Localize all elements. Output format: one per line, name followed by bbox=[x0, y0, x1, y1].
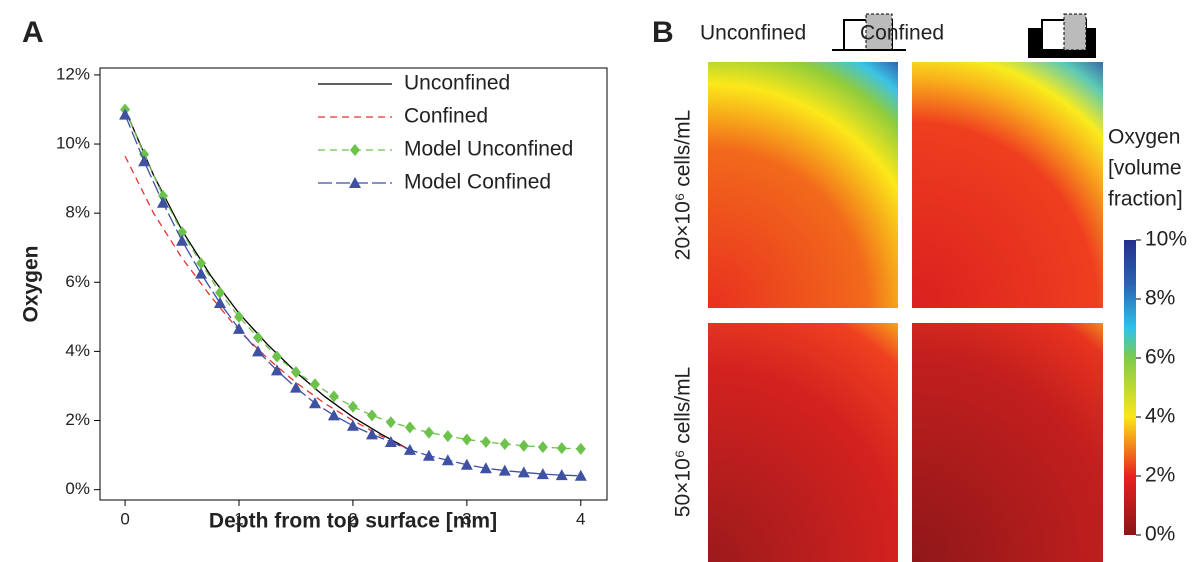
marker bbox=[441, 454, 454, 466]
series-line bbox=[124, 155, 411, 451]
x-tick-label: 1 bbox=[234, 509, 243, 528]
column-label: Unconfined bbox=[700, 22, 806, 45]
column-label: Confined bbox=[860, 22, 944, 45]
y-tick-label: 10% bbox=[56, 134, 90, 153]
marker bbox=[119, 108, 132, 120]
marker bbox=[460, 458, 473, 470]
y-tick-label: 6% bbox=[65, 272, 90, 291]
legend-label: Model Unconfined bbox=[404, 138, 573, 161]
colorbar-tick-label: 8% bbox=[1145, 287, 1175, 310]
heatmap-cell bbox=[708, 323, 898, 562]
row-label: 20×10⁶ cells/mL bbox=[672, 110, 695, 260]
legend-label: Model Confined bbox=[404, 171, 551, 194]
marker bbox=[233, 310, 244, 323]
marker bbox=[498, 464, 511, 476]
colorbar-title: fraction] bbox=[1108, 188, 1183, 211]
marker bbox=[442, 430, 453, 443]
marker bbox=[138, 155, 151, 167]
marker bbox=[555, 469, 568, 481]
marker bbox=[214, 286, 225, 299]
marker bbox=[536, 468, 549, 480]
x-tick-label: 3 bbox=[462, 509, 471, 528]
marker bbox=[499, 438, 510, 451]
colorbar-title: [volume bbox=[1108, 157, 1182, 180]
y-tick-label: 4% bbox=[65, 341, 90, 360]
marker bbox=[196, 257, 207, 270]
y-tick-label: 2% bbox=[65, 410, 90, 429]
marker bbox=[176, 234, 189, 246]
marker bbox=[404, 421, 415, 434]
colorbar-tick-label: 10% bbox=[1145, 228, 1187, 251]
marker bbox=[537, 441, 548, 454]
colorbar-title: Oxygen bbox=[1108, 126, 1180, 149]
icon-unconfined bbox=[832, 13, 906, 51]
x-tick-label: 0 bbox=[120, 509, 129, 528]
marker bbox=[385, 416, 396, 429]
marker bbox=[480, 435, 491, 448]
colorbar-tick-label: 0% bbox=[1145, 523, 1175, 546]
marker bbox=[366, 409, 377, 422]
marker bbox=[365, 428, 378, 440]
marker bbox=[328, 390, 339, 403]
legend-label: Confined bbox=[404, 105, 488, 128]
panel-label: A bbox=[22, 16, 44, 49]
panel-label: B bbox=[652, 16, 674, 49]
y-axis-label: Oxygen bbox=[20, 245, 43, 322]
marker bbox=[575, 442, 586, 455]
marker bbox=[574, 469, 587, 481]
colorbar-tick-label: 6% bbox=[1145, 346, 1175, 369]
marker bbox=[157, 196, 170, 208]
marker bbox=[349, 177, 361, 188]
colorbar bbox=[1124, 240, 1136, 535]
marker bbox=[461, 433, 472, 446]
marker bbox=[518, 439, 529, 452]
x-tick-label: 2 bbox=[348, 509, 357, 528]
marker bbox=[517, 466, 530, 478]
marker bbox=[139, 148, 150, 161]
plot-frame bbox=[99, 67, 608, 501]
marker bbox=[290, 366, 301, 379]
row-label: 50×10⁶ cells/mL bbox=[672, 367, 695, 517]
icon-confined bbox=[1028, 13, 1096, 58]
marker bbox=[308, 397, 321, 409]
marker bbox=[158, 189, 169, 202]
marker bbox=[556, 442, 567, 455]
y-tick-label: 12% bbox=[56, 64, 90, 83]
marker bbox=[422, 449, 435, 461]
heatmap-cell bbox=[912, 62, 1103, 308]
marker bbox=[252, 345, 265, 357]
colorbar-tick-label: 4% bbox=[1145, 405, 1175, 428]
marker bbox=[270, 364, 283, 376]
y-tick-label: 8% bbox=[65, 203, 90, 222]
marker bbox=[479, 462, 492, 474]
marker bbox=[195, 267, 208, 279]
heatmap-cell bbox=[912, 323, 1103, 562]
marker bbox=[213, 297, 226, 309]
marker bbox=[271, 350, 282, 363]
series-line bbox=[124, 109, 411, 451]
marker bbox=[232, 322, 245, 334]
marker bbox=[289, 381, 302, 393]
x-tick-label: 4 bbox=[576, 509, 585, 528]
x-axis-label: Depth from top surface [mm] bbox=[209, 510, 497, 533]
marker bbox=[346, 419, 359, 431]
colorbar-tick-label: 2% bbox=[1145, 464, 1175, 487]
marker bbox=[253, 331, 264, 344]
marker bbox=[423, 426, 434, 439]
legend-label: Unconfined bbox=[404, 72, 510, 95]
heatmap-cell bbox=[708, 62, 898, 308]
marker bbox=[347, 400, 358, 413]
marker bbox=[350, 144, 360, 156]
marker bbox=[327, 409, 340, 421]
y-tick-label: 0% bbox=[65, 479, 90, 498]
marker bbox=[309, 378, 320, 391]
marker bbox=[384, 435, 397, 447]
marker bbox=[403, 443, 416, 455]
